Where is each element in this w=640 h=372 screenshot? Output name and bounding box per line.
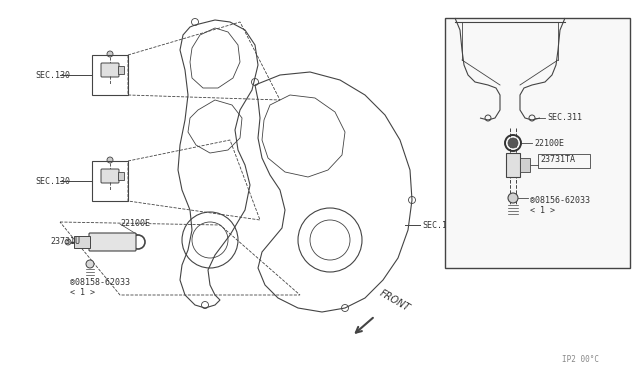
Circle shape (107, 51, 113, 57)
Bar (74, 236, 90, 248)
Bar (118, 66, 124, 74)
Text: IP2 00°C: IP2 00°C (561, 356, 598, 365)
Bar (118, 172, 124, 180)
Bar (92, 55, 128, 95)
FancyBboxPatch shape (101, 63, 119, 77)
Bar (520, 158, 530, 172)
Circle shape (65, 239, 71, 245)
Bar (92, 161, 128, 201)
Circle shape (508, 193, 518, 203)
Bar (538, 154, 590, 168)
Text: 23731TA: 23731TA (540, 155, 575, 164)
Text: FRONT: FRONT (378, 288, 412, 313)
FancyBboxPatch shape (89, 233, 136, 251)
Text: SEC.311: SEC.311 (547, 113, 582, 122)
Text: 22100E: 22100E (534, 138, 564, 148)
Text: SEC.130: SEC.130 (35, 71, 70, 80)
Text: SEC.135: SEC.135 (422, 221, 457, 230)
FancyBboxPatch shape (101, 169, 119, 183)
Bar (445, 18, 630, 268)
Circle shape (86, 260, 94, 268)
Text: ®08156-62033
< 1 >: ®08156-62033 < 1 > (530, 196, 590, 215)
Circle shape (107, 157, 113, 163)
Text: 22100E: 22100E (120, 219, 150, 228)
Text: SEC.130: SEC.130 (35, 176, 70, 186)
Text: ®08158-62033
< 1 >: ®08158-62033 < 1 > (70, 278, 130, 297)
Circle shape (508, 138, 518, 148)
Bar (506, 153, 520, 177)
Text: 23731U: 23731U (50, 237, 80, 247)
